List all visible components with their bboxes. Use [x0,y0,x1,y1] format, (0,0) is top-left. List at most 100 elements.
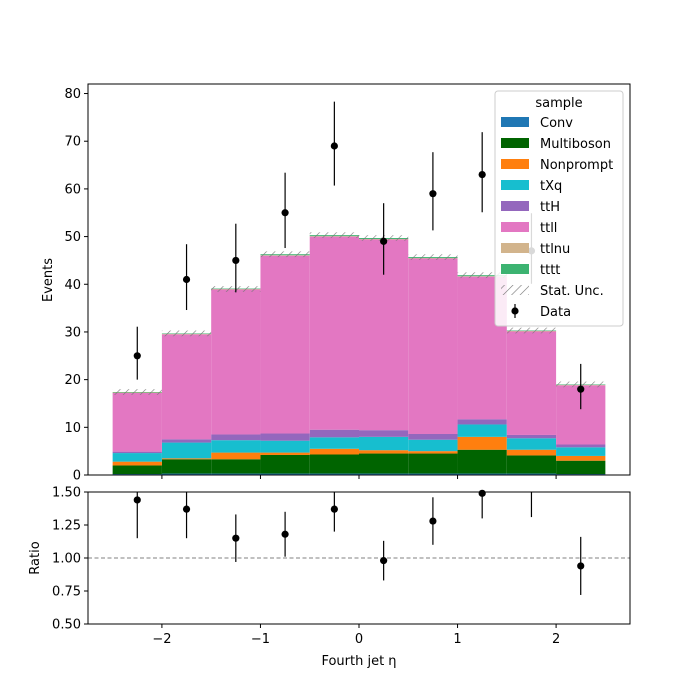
ratio-point-3 [281,530,289,538]
legend-swatch-ttlnu [501,243,529,253]
legend-label-data: Data [540,305,571,320]
legend-label-ttlnu: ttlnu [540,242,570,257]
bar-tth-bin-4 [309,429,359,438]
bar-conv-bin-4 [309,473,359,475]
bar-nonprompt-bin-5 [359,450,409,454]
y-tick-label-60: 60 [64,182,81,197]
bar-nonprompt-bin-2 [211,452,261,460]
data-point-1 [182,275,191,284]
y-tick-label-10: 10 [64,421,81,436]
stacked-bars [112,235,606,475]
ratio-y-ticks: 0.50 0.75 1.00 1.25 1.50 [52,486,88,633]
bar-tth-bin-2 [211,434,261,441]
x-tick-label-1: 1 [453,632,461,647]
bar-nonprompt-bin-4 [309,448,359,455]
bar-multiboson-bin-5 [359,453,409,474]
legend-title: sample [535,96,582,111]
bar-multiboson-bin-9 [556,460,606,475]
data-point-5 [380,237,388,245]
legend-marker-data [511,307,519,315]
ratio-y-tick-label-2: 1.00 [52,552,81,567]
stat-unc-bin-4 [309,232,359,239]
y-axis-label-events: Events [41,258,56,302]
stat-unc-bin-1 [161,330,212,337]
bar-conv-bin-2 [211,473,261,475]
y-tick-label-50: 50 [64,230,81,245]
ratio-x-ticks: −2 −1 0 1 2 [152,624,560,647]
bar-conv-bin-7 [457,473,507,475]
bar-nonprompt-bin-8 [506,449,557,456]
x-tick-label--2: −2 [152,632,171,647]
bar-ttll-bin-2 [211,289,261,435]
ratio-point-6 [429,517,437,525]
legend-label-stat-unc: Stat. Unc. [540,284,604,299]
y-tick-label-30: 30 [64,325,81,340]
ratio-point-7 [478,489,486,497]
legend-label-conv: Conv [540,116,573,131]
ratio-y-tick-label-3: 1.25 [52,519,81,534]
bar-multiboson-bin-2 [211,459,261,474]
bar-conv-bin-3 [260,473,310,475]
bar-ttll-bin-1 [161,334,212,440]
bar-tth-bin-6 [408,433,458,440]
legend: sample Conv Multiboson Nonprompt tXq ttH ttll… [494,90,624,327]
legend-label-tttt: tttt [540,263,560,278]
bar-nonprompt-bin-6 [408,451,458,454]
bar-nonprompt-bin-9 [556,455,606,461]
legend-items: Conv Multiboson Nonprompt tXq ttH ttll ttlnu tt… [501,116,613,320]
bar-conv-bin-5 [359,473,409,475]
bar-ttll-bin-6 [408,258,458,434]
legend-label-nonprompt: Nonprompt [540,158,613,173]
x-tick-label-2: 2 [552,632,560,647]
ratio-point-9 [577,562,585,570]
bar-multiboson-bin-3 [260,454,310,474]
bar-ttll-bin-4 [309,236,359,430]
bar-multiboson-bin-4 [309,454,359,474]
bar-txq-bin-3 [260,440,310,453]
bar-tth-bin-0 [112,451,162,454]
bar-ttll-bin-0 [112,392,162,452]
y-tick-label-70: 70 [64,135,81,150]
bar-ttll-bin-3 [260,255,310,434]
bar-tth-bin-3 [260,433,310,441]
data-point-2 [232,256,240,265]
ratio-point-5 [380,557,388,565]
ratio-y-tick-label-4: 1.50 [52,486,81,501]
main-panel: 0 10 20 30 40 50 60 70 80 Events sample Conv Mult… [41,83,631,484]
bar-tth-bin-1 [161,439,212,443]
legend-swatch-txq [501,180,529,190]
ratio-point-1 [182,505,191,513]
bar-multiboson-bin-6 [408,453,458,474]
bar-txq-bin-1 [161,442,212,459]
bar-conv-bin-6 [408,473,458,475]
bar-txq-bin-8 [506,438,557,450]
bar-tth-bin-8 [506,434,557,439]
ratio-y-tick-label-1: 0.75 [52,585,81,600]
bar-tth-bin-9 [556,444,606,448]
bar-txq-bin-7 [457,424,507,437]
main-y-ticks: 0 10 20 30 40 50 60 70 80 [64,87,88,484]
ratio-y-tick-label-0: 0.50 [52,618,81,633]
bar-conv-bin-8 [506,473,557,475]
stat-unc-bin-0 [112,389,162,395]
bar-txq-bin-5 [359,436,409,451]
legend-swatch-tth [501,201,529,211]
bar-txq-bin-2 [211,440,261,453]
stat-unc-bin-8 [506,327,557,334]
legend-swatch-multiboson [501,138,529,148]
y-axis-label-ratio: Ratio [28,541,43,574]
legend-label-tth: ttH [540,200,560,215]
bar-txq-bin-6 [408,439,458,452]
x-tick-label-0: 0 [355,632,363,647]
bar-ttll-bin-8 [506,331,557,435]
data-point-4 [330,142,338,150]
bar-multiboson-bin-1 [161,459,212,474]
bar-nonprompt-bin-0 [112,461,162,466]
x-tick-label--1: −1 [251,632,270,647]
y-tick-label-0: 0 [73,469,81,484]
legend-label-multiboson: Multiboson [540,137,611,152]
y-tick-label-40: 40 [64,278,81,293]
ratio-point-4 [330,505,338,513]
stat-unc-bin-7 [457,272,507,279]
bar-txq-bin-0 [112,453,162,462]
